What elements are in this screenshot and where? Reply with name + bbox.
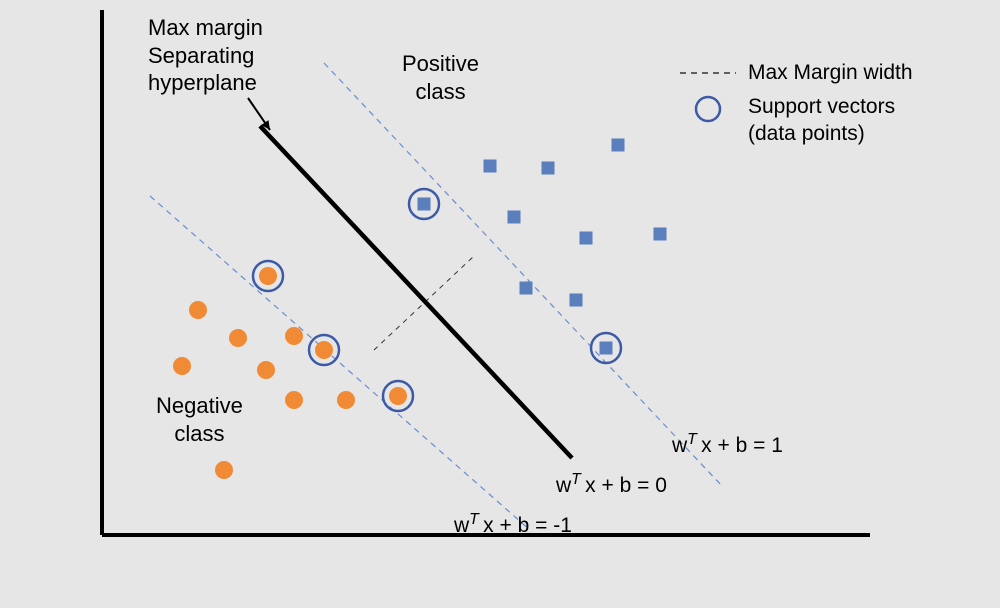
negative-point <box>337 391 355 409</box>
circle-icon <box>680 94 736 124</box>
negative-point <box>285 391 303 409</box>
negative-point <box>229 329 247 347</box>
negative-point <box>189 301 207 319</box>
positive-point <box>542 162 555 175</box>
negative-point <box>215 461 233 479</box>
positive-point <box>418 198 431 211</box>
positive-point <box>570 294 583 307</box>
positive-point <box>484 160 497 173</box>
hyperplane-title: Max marginSeparatinghyperplane <box>148 14 263 97</box>
positive-point <box>508 211 521 224</box>
equation-zero: wT x + b = 0 <box>556 470 667 499</box>
legend-item-margin: Max Margin width <box>680 60 913 86</box>
legend-label: Max Margin width <box>748 60 913 86</box>
positive-point <box>654 228 667 241</box>
legend-item-sv: Support vectors(data points) <box>680 94 913 147</box>
equation-minus1: wT x + b = -1 <box>454 510 572 539</box>
legend-label: Support vectors(data points) <box>748 94 895 147</box>
negative-point <box>259 267 277 285</box>
negative-point <box>285 327 303 345</box>
legend: Max Margin width Support vectors(data poi… <box>680 60 913 147</box>
positive-point <box>612 139 625 152</box>
svm-diagram: Max marginSeparatinghyperplane Positivec… <box>0 0 1000 608</box>
positive-point <box>580 232 593 245</box>
equation-plus1: wT x + b = 1 <box>672 430 783 459</box>
negative-point <box>389 387 407 405</box>
negative-point <box>173 357 191 375</box>
dash-icon <box>680 68 736 78</box>
negative-point <box>315 341 333 359</box>
negative-point <box>257 361 275 379</box>
negative-class-label: Negativeclass <box>156 392 243 447</box>
positive-point <box>520 282 533 295</box>
positive-point <box>600 342 613 355</box>
positive-class-label: Positiveclass <box>402 50 479 105</box>
